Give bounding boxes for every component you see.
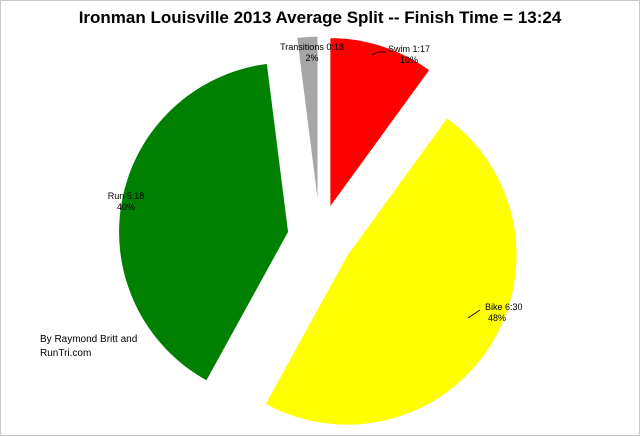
slice-label-transitions: Transitions 0:18	[280, 42, 344, 52]
chart-credit: By Raymond Britt and RunTri.com	[40, 333, 137, 361]
slice-percent-bike: 48%	[488, 313, 506, 323]
credit-line-1: By Raymond Britt and	[40, 334, 138, 345]
slice-label-swim: Swim 1:17	[388, 44, 430, 54]
slice-label-bike: Bike 6:30	[485, 302, 523, 312]
pie-slice-swim	[329, 37, 431, 210]
leader-line-bike	[467, 309, 481, 319]
slice-percent-transitions: 2%	[305, 53, 318, 63]
slice-label-run: Run 5:18	[108, 191, 145, 201]
slice-percent-swim: 10%	[400, 55, 418, 65]
credit-line-2: RunTri.com	[40, 348, 92, 359]
pie-slice-run	[118, 62, 290, 382]
slice-percent-run: 40%	[117, 202, 135, 212]
leader-line-swim	[371, 51, 386, 56]
chart-title: Ironman Louisville 2013 Average Split --…	[78, 8, 562, 27]
pie-slice-transitions	[296, 35, 319, 207]
pie-slice-bike	[264, 116, 518, 426]
